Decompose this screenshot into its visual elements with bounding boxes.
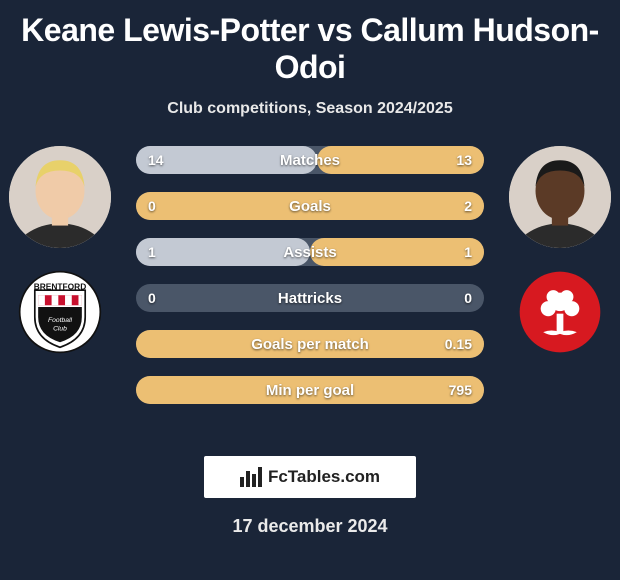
stat-row: 795Min per goal <box>136 376 484 404</box>
stat-left-value: 0 <box>148 192 156 220</box>
stat-right-value: 2 <box>464 192 472 220</box>
svg-text:BRENTFORD: BRENTFORD <box>34 281 87 291</box>
left-club-badge: BRENTFORD Football Club <box>18 270 102 354</box>
stat-right-fill <box>310 238 484 266</box>
comparison-content: BRENTFORD Football Club 1413Matches02Goa… <box>0 146 620 446</box>
right-club-badge <box>518 270 602 354</box>
stat-right-value: 1 <box>464 238 472 266</box>
stat-right-fill <box>136 330 484 358</box>
stat-right-fill <box>136 376 484 404</box>
stat-label: Hattricks <box>136 284 484 312</box>
page-title: Keane Lewis-Potter vs Callum Hudson-Odoi <box>0 0 620 86</box>
stat-right-value: 795 <box>449 376 472 404</box>
source-badge: FcTables.com <box>204 456 416 498</box>
left-player-avatar <box>9 146 111 248</box>
date-label: 17 december 2024 <box>0 516 620 537</box>
stat-right-value: 0 <box>464 284 472 312</box>
stat-left-value: 0 <box>148 284 156 312</box>
source-label: FcTables.com <box>268 467 380 487</box>
right-column <box>509 146 611 354</box>
stat-left-fill <box>136 238 310 266</box>
svg-text:Club: Club <box>53 325 67 332</box>
stat-right-value: 0.15 <box>445 330 472 358</box>
stat-row: 0.15Goals per match <box>136 330 484 358</box>
stat-row: 11Assists <box>136 238 484 266</box>
subtitle: Club competitions, Season 2024/2025 <box>0 100 620 118</box>
chart-icon <box>240 467 262 487</box>
right-player-avatar <box>509 146 611 248</box>
stat-row: 02Goals <box>136 192 484 220</box>
left-column: BRENTFORD Football Club <box>9 146 111 354</box>
stat-right-value: 13 <box>456 146 472 174</box>
stat-left-value: 1 <box>148 238 156 266</box>
stat-row: 1413Matches <box>136 146 484 174</box>
stat-right-fill <box>136 192 484 220</box>
stats-bars: 1413Matches02Goals11Assists00Hattricks0.… <box>136 146 484 404</box>
stat-left-value: 14 <box>148 146 164 174</box>
svg-text:Football: Football <box>48 317 72 324</box>
stat-row: 0 0Hattricks <box>136 284 484 312</box>
